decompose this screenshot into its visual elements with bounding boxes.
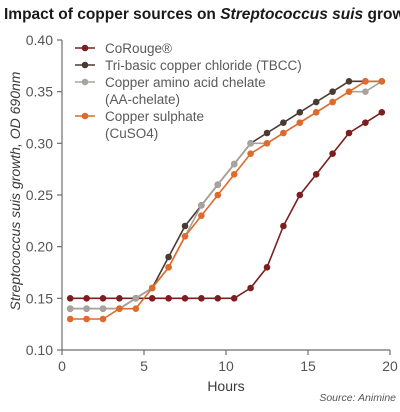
y-axis-title-part: growth, OD 690nm xyxy=(7,71,23,193)
data-point xyxy=(329,98,336,106)
data-point xyxy=(214,295,222,302)
data-point xyxy=(116,295,123,302)
data-point xyxy=(132,295,140,302)
data-point xyxy=(214,191,222,199)
legend-label: Copper sulphate xyxy=(105,109,204,124)
data-point xyxy=(378,78,386,85)
data-point xyxy=(345,88,353,95)
data-point xyxy=(280,222,287,230)
plot-area: 0.10 0.15 0.20 0.25 0.30 0.35 0.40 0 5 10 15 20 Hour… xyxy=(7,32,398,404)
data-point xyxy=(83,295,90,302)
legend-label: (CuSO4) xyxy=(105,126,158,141)
data-point xyxy=(378,109,386,116)
data-point xyxy=(329,88,336,95)
legend-swatch-marker xyxy=(81,44,89,52)
chart-title-part: growth xyxy=(363,6,400,23)
data-point xyxy=(198,212,205,219)
y-tick-label: 0.20 xyxy=(26,239,53,255)
y-axis-title: Streptococcus suis growth, OD 690nm xyxy=(7,71,23,310)
data-point xyxy=(296,119,304,126)
data-point xyxy=(296,109,304,116)
data-point xyxy=(329,150,336,157)
x-tick-label: 15 xyxy=(300,358,316,374)
data-point xyxy=(362,119,369,126)
legend-swatch-marker xyxy=(81,61,89,69)
data-point xyxy=(280,129,287,137)
data-point xyxy=(230,295,238,302)
y-tick-label: 0.25 xyxy=(26,187,53,203)
chart-title-part: Impact of copper sources on xyxy=(4,6,220,23)
data-point xyxy=(312,109,320,116)
legend-label: Copper amino acid chelate xyxy=(105,75,266,90)
x-tick-label: 10 xyxy=(218,358,234,374)
data-point xyxy=(230,160,238,168)
y-axis-title-part: Streptococcus suis xyxy=(7,193,23,311)
x-tick-label: 5 xyxy=(140,358,148,374)
source-note: Source: Animine xyxy=(319,392,396,404)
y-tick-label: 0.40 xyxy=(26,32,53,48)
data-point xyxy=(247,284,254,292)
chart-title-part: Streptococcus suis xyxy=(220,6,363,23)
data-point xyxy=(83,305,90,312)
data-point xyxy=(165,264,172,271)
data-point xyxy=(181,295,189,302)
data-point xyxy=(99,305,107,312)
data-point xyxy=(66,305,74,312)
data-point xyxy=(165,253,172,261)
data-point xyxy=(198,202,205,209)
data-point xyxy=(99,295,107,302)
data-point xyxy=(345,129,353,137)
legend-label: Tri-basic copper chloride (TBCC) xyxy=(105,58,302,73)
data-point xyxy=(116,305,123,312)
data-point xyxy=(362,88,369,95)
data-point xyxy=(132,305,140,312)
legend-label: CoRouge® xyxy=(105,41,172,56)
data-point xyxy=(247,150,254,157)
data-point xyxy=(66,295,74,302)
data-point xyxy=(263,129,271,137)
data-point xyxy=(83,315,90,323)
data-point xyxy=(99,315,107,323)
x-axis-title: Hours xyxy=(207,378,244,394)
y-tick-label: 0.30 xyxy=(26,135,53,151)
data-point xyxy=(148,295,156,302)
data-point xyxy=(214,181,222,188)
legend-swatch-marker xyxy=(81,78,89,86)
data-point xyxy=(165,295,172,302)
y-tick-label: 0.15 xyxy=(26,290,53,306)
data-point xyxy=(296,191,304,199)
data-point xyxy=(198,295,205,302)
data-point xyxy=(312,171,320,178)
data-point xyxy=(362,78,369,85)
data-point xyxy=(181,222,189,230)
y-tick-label: 0.35 xyxy=(26,84,53,100)
data-point xyxy=(148,284,156,292)
data-point xyxy=(263,140,271,147)
data-point xyxy=(66,315,74,323)
y-tick-label: 0.10 xyxy=(26,342,53,358)
data-point xyxy=(345,78,353,85)
data-point xyxy=(181,233,189,240)
x-tick-label: 0 xyxy=(58,358,66,374)
data-point xyxy=(247,140,254,147)
chart-title: Impact of copper sources on Streptococcu… xyxy=(4,6,400,23)
legend-swatch-marker xyxy=(81,112,89,120)
data-point xyxy=(312,98,320,106)
data-point xyxy=(280,119,287,126)
x-tick-label: 20 xyxy=(382,358,398,374)
data-point xyxy=(230,171,238,178)
legend-label: (AA-chelate) xyxy=(105,92,180,107)
data-point xyxy=(263,264,271,271)
